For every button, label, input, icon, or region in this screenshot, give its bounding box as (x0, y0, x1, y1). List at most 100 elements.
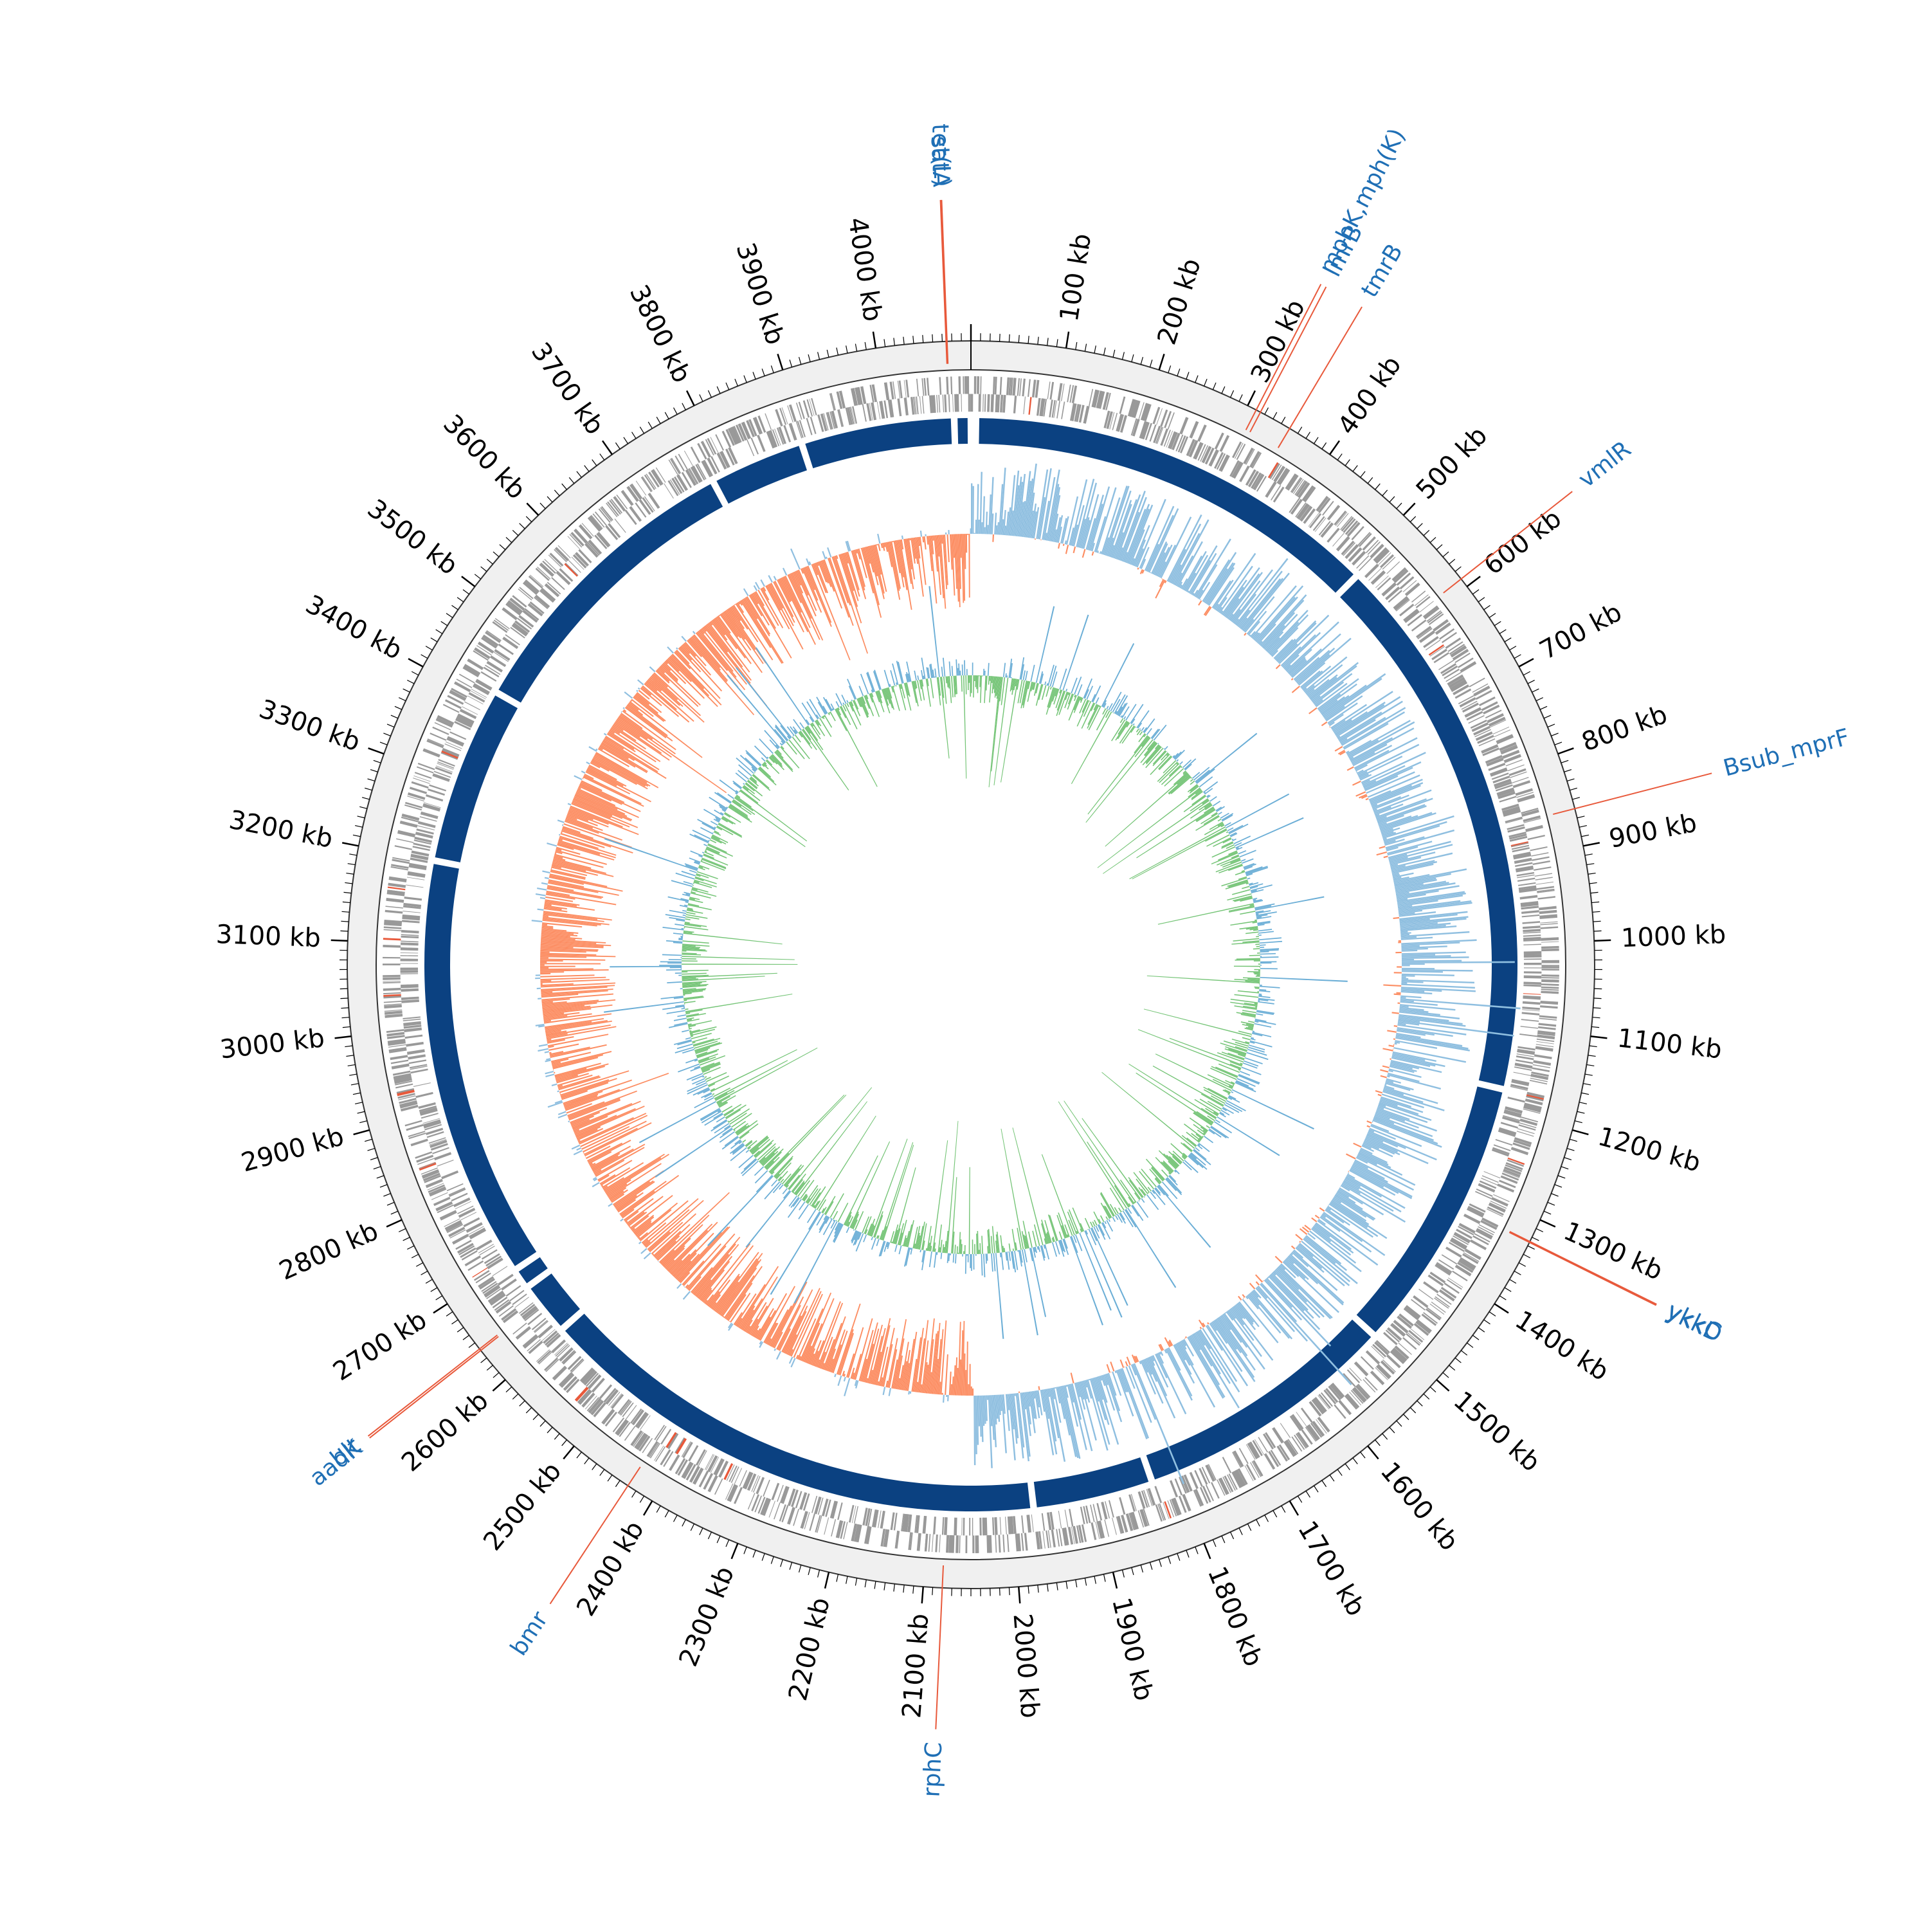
minor-tick (790, 360, 792, 367)
minor-tick (632, 1491, 636, 1497)
minor-tick (1239, 394, 1242, 401)
cds-feature (968, 394, 970, 412)
minor-tick (569, 477, 574, 483)
minor-tick (577, 471, 581, 477)
cds-feature (1541, 969, 1559, 971)
minor-tick (827, 350, 829, 358)
tick-label: 3700 kb (525, 337, 610, 440)
minor-tick (1561, 760, 1568, 763)
minor-tick (349, 854, 357, 855)
major-tick (732, 1544, 738, 1559)
tick-label: 1900 kb (1106, 1595, 1159, 1704)
gc-skew-bar (974, 533, 975, 534)
cds-feature (1541, 974, 1559, 977)
minor-tick (481, 567, 487, 572)
major-tick (433, 1304, 448, 1313)
minor-tick (526, 1408, 531, 1414)
minor-tick (855, 344, 856, 352)
tick-label: 2300 kb (674, 1562, 741, 1670)
minor-tick (1177, 1553, 1180, 1560)
minor-tick (1591, 892, 1598, 893)
minor-tick (1505, 638, 1511, 642)
minor-tick (1177, 369, 1180, 376)
minor-tick (771, 1556, 774, 1563)
cds-feature (401, 968, 419, 969)
minor-tick (345, 882, 352, 884)
minor-tick (343, 1026, 350, 1027)
minor-tick (1510, 1279, 1516, 1283)
minor-tick (426, 1279, 432, 1283)
tick-label: 2600 kb (396, 1386, 494, 1478)
minor-tick (554, 490, 559, 496)
minor-tick (355, 1102, 363, 1104)
cds-feature (969, 1518, 970, 1536)
minor-tick (1113, 350, 1115, 358)
tick-label: 900 kb (1607, 808, 1699, 854)
gc-content-bar (1260, 956, 1262, 957)
minor-tick (562, 484, 567, 489)
minor-tick (1585, 854, 1593, 855)
gc-content-bar (1254, 960, 1260, 961)
minor-tick (1544, 715, 1551, 718)
gc-skew-bar (1019, 1392, 1020, 1393)
minor-tick (808, 1567, 810, 1575)
minor-tick (1544, 1211, 1551, 1214)
gc-content-bar (1259, 983, 1260, 985)
gc-content-bar (1017, 1250, 1019, 1252)
minor-tick (1588, 873, 1596, 875)
minor-tick (403, 1237, 410, 1241)
minor-tick (383, 1194, 390, 1196)
minor-tick (846, 345, 847, 353)
minor-tick (865, 342, 866, 350)
minor-tick (657, 1506, 660, 1512)
tick-label: 800 kb (1578, 700, 1671, 758)
minor-tick (1132, 1567, 1134, 1575)
gc-skew-bar (540, 966, 575, 967)
minor-tick (762, 369, 765, 376)
minor-tick (1494, 621, 1501, 626)
minor-tick (932, 334, 933, 342)
minor-tick (1047, 338, 1048, 345)
gc-skew-bar (966, 534, 967, 552)
gc-content-bar (1260, 965, 1262, 966)
minor-tick (1579, 826, 1587, 828)
major-tick (368, 748, 384, 754)
minor-tick (735, 379, 738, 386)
minor-tick (584, 466, 589, 471)
minor-tick (1532, 689, 1539, 692)
minor-tick (1337, 1470, 1342, 1476)
tick-label: 1600 kb (1375, 1457, 1464, 1556)
minor-tick (874, 1581, 876, 1589)
minor-tick (1047, 1584, 1048, 1592)
minor-tick (615, 442, 620, 449)
cds-feature (955, 1535, 959, 1553)
minor-tick (1583, 1084, 1591, 1085)
minor-tick (1028, 1586, 1029, 1594)
gc-content-bar (972, 662, 974, 675)
minor-tick (1567, 779, 1574, 781)
minor-tick (640, 1496, 644, 1502)
minor-tick (469, 1343, 475, 1347)
minor-tick (493, 552, 499, 557)
minor-tick (1141, 1565, 1143, 1572)
tick-label: 2000 kb (1008, 1612, 1045, 1719)
gc-skew-bar (536, 974, 540, 976)
minor-tick (1443, 552, 1449, 557)
major-tick (335, 1036, 352, 1038)
tick-label: 3300 kb (255, 694, 364, 757)
minor-tick (1150, 360, 1152, 367)
minor-tick (657, 417, 660, 423)
minor-tick (346, 1055, 354, 1057)
cds-feature (972, 1518, 973, 1536)
minor-tick (1449, 1365, 1455, 1371)
minor-tick (1222, 387, 1225, 394)
minor-tick (1489, 614, 1496, 618)
minor-tick (1368, 477, 1373, 483)
minor-tick (1484, 1320, 1490, 1324)
minor-tick (1298, 1496, 1301, 1502)
minor-tick (358, 816, 365, 818)
tick-label: 1800 kb (1202, 1562, 1269, 1670)
minor-tick (1478, 597, 1485, 602)
minor-tick (463, 1335, 469, 1340)
gc-content-bar (966, 1254, 968, 1256)
